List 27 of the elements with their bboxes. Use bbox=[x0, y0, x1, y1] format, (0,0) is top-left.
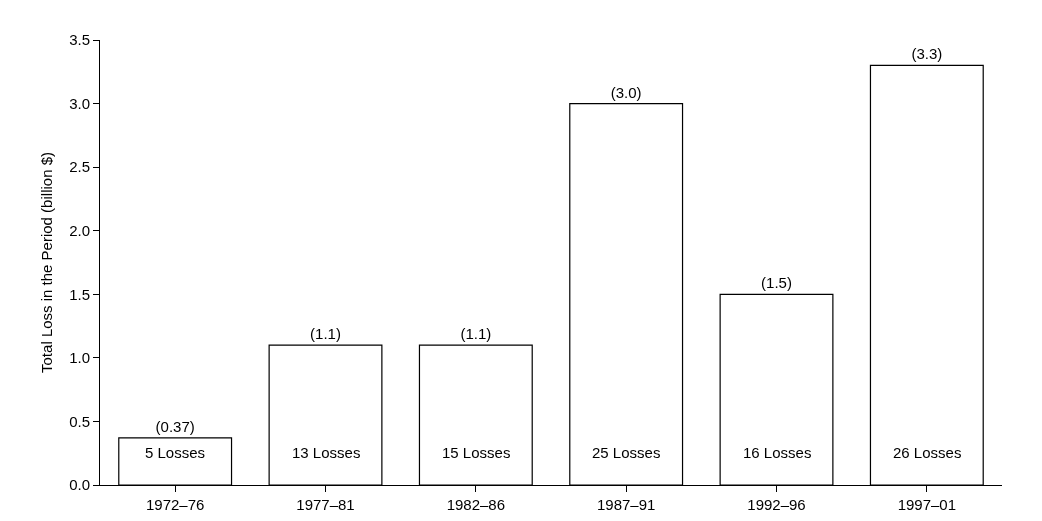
data-label: (3.3) bbox=[911, 45, 943, 63]
x-tick-label: 1977–81 bbox=[296, 496, 355, 513]
annotation: 13 Losses bbox=[292, 444, 361, 461]
y-tick-label: 3.0 bbox=[69, 94, 90, 112]
y-tick-label: 0.5 bbox=[69, 412, 90, 430]
y-tick-label: 0.0 bbox=[69, 476, 90, 494]
x-tick-label: 1987–91 bbox=[596, 496, 656, 513]
annotation: 25 Losses bbox=[592, 444, 661, 461]
annotation: 15 Losses bbox=[442, 444, 511, 461]
x-tick-label: 1992–96 bbox=[747, 496, 806, 513]
y-axis-title: Total Loss in the Period (billion $) bbox=[38, 152, 56, 373]
annotation: 26 Losses bbox=[893, 444, 962, 461]
y-tick-label: 1.0 bbox=[69, 349, 90, 367]
data-label: (1.1) bbox=[460, 325, 492, 343]
data-label: (1.1) bbox=[310, 325, 341, 343]
x-tick-label: 1997–01 bbox=[897, 496, 957, 513]
y-tick-label: 3.5 bbox=[69, 31, 90, 49]
x-tick-label: 1972–76 bbox=[145, 496, 205, 513]
data-label: (0.37) bbox=[155, 417, 195, 435]
y-tick-label: 2.0 bbox=[69, 221, 90, 239]
annotation: 5 Losses bbox=[145, 444, 206, 461]
annotation: 16 Losses bbox=[743, 444, 812, 461]
x-tick-label: 1982–86 bbox=[446, 496, 506, 513]
data-label: (1.5) bbox=[761, 274, 792, 292]
data-label: (3.0) bbox=[610, 83, 642, 101]
y-tick-label: 1.5 bbox=[69, 285, 90, 303]
y-tick-label: 2.5 bbox=[69, 158, 90, 176]
